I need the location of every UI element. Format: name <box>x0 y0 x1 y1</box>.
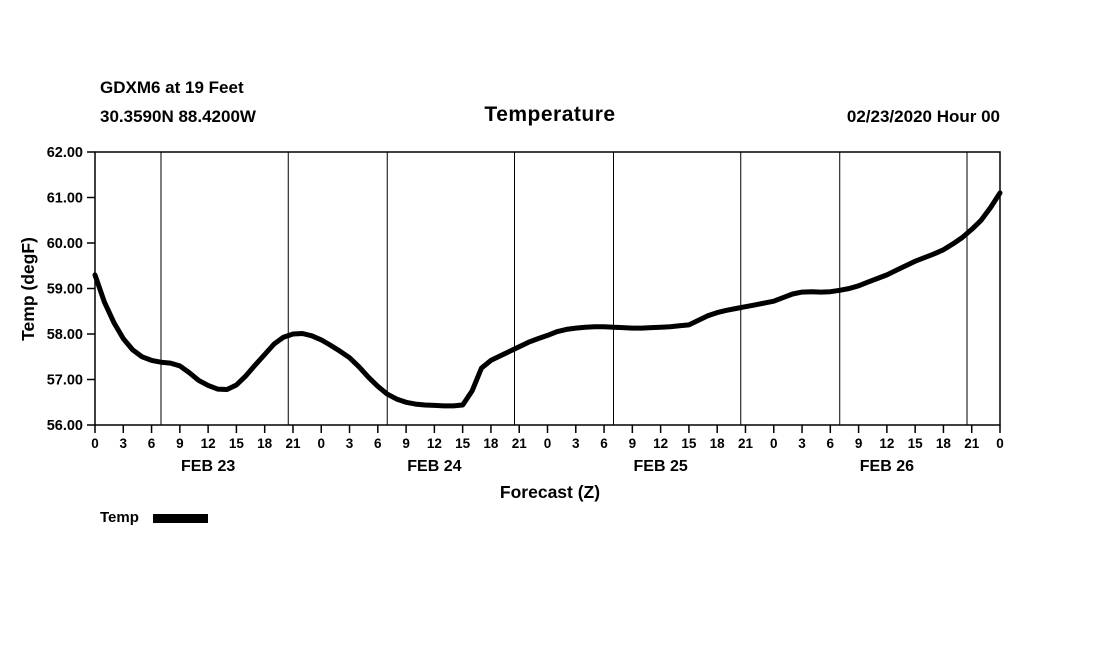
x-tick-label: 0 <box>770 436 778 451</box>
legend: Temp <box>100 509 208 526</box>
x-tick-label: 3 <box>798 436 806 451</box>
y-tick-label: 61.00 <box>47 191 83 207</box>
y-tick-label: 60.00 <box>47 236 83 252</box>
x-tick-label: 3 <box>346 436 354 451</box>
y-tick-label: 57.00 <box>47 373 83 389</box>
day-label: FEB 25 <box>634 458 688 475</box>
x-tick-label: 0 <box>544 436 552 451</box>
x-axis-title: Forecast (Z) <box>499 482 601 502</box>
x-tick-label: 3 <box>572 436 580 451</box>
y-tick-label: 62.00 <box>47 145 83 161</box>
x-tick-label: 21 <box>964 436 980 451</box>
day-label: FEB 26 <box>860 458 914 475</box>
x-tick-label: 18 <box>936 436 952 451</box>
x-tick-label: 18 <box>710 436 726 451</box>
station-coordinates-label: 30.3590N 88.4200W <box>100 107 256 126</box>
x-tick-label: 21 <box>512 436 528 451</box>
x-tick-label: 15 <box>681 436 697 451</box>
x-tick-label: 0 <box>996 436 1004 451</box>
x-tick-label: 15 <box>455 436 471 451</box>
x-tick-label: 12 <box>653 436 668 451</box>
x-tick-label: 6 <box>600 436 608 451</box>
x-tick-label: 18 <box>483 436 499 451</box>
x-tick-label: 6 <box>148 436 156 451</box>
station-id-label: GDXM6 at 19 Feet <box>100 78 244 97</box>
plot-border <box>94 151 1001 426</box>
day-label: FEB 23 <box>181 458 235 475</box>
x-tick-label: 9 <box>855 436 863 451</box>
x-tick-label: 0 <box>317 436 325 451</box>
x-tick-label: 3 <box>120 436 128 451</box>
x-tick-label: 12 <box>201 436 216 451</box>
x-tick-label: 21 <box>738 436 754 451</box>
chart-title: Temperature <box>484 103 616 126</box>
x-tick-label: 12 <box>427 436 442 451</box>
temperature-series-line <box>92 190 1003 409</box>
x-tick-label: 18 <box>257 436 273 451</box>
y-tick-label: 56.00 <box>47 418 83 434</box>
forecast-datetime-label: 02/23/2020 Hour 00 <box>846 107 1000 126</box>
x-tick-label: 9 <box>176 436 184 451</box>
y-tick-label: 58.00 <box>47 327 83 343</box>
day-label: FEB 24 <box>407 458 461 475</box>
x-tick-label: 15 <box>908 436 924 451</box>
y-tick-label: 59.00 <box>47 282 83 298</box>
x-tick-label: 12 <box>879 436 894 451</box>
legend-series-label: Temp <box>100 509 139 526</box>
x-tick-label: 9 <box>629 436 637 451</box>
x-tick-label: 9 <box>402 436 410 451</box>
x-tick-label: 0 <box>91 436 99 451</box>
legend-line-swatch <box>152 514 208 523</box>
x-tick-label: 21 <box>285 436 301 451</box>
x-tick-label: 6 <box>374 436 382 451</box>
x-tick-label: 6 <box>827 436 835 451</box>
x-tick-label: 15 <box>229 436 245 451</box>
